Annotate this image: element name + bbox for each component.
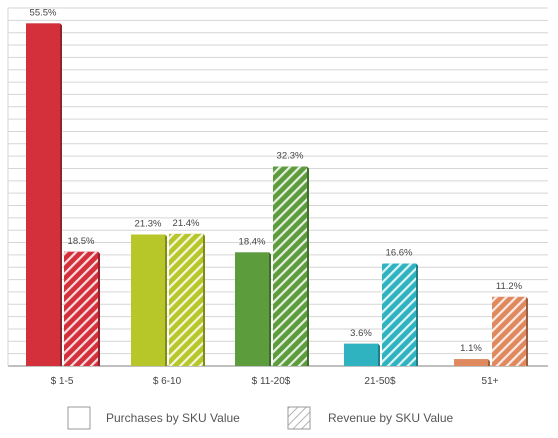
data-labels: 55.5% 18.5% 21.3% 21.4% 18.4% 32.3% 3.6% 16.6% 1… <box>30 7 523 354</box>
bar-revenue-3[interactable] <box>382 263 418 366</box>
legend-item-revenue[interactable]: Revenue by SKU Value <box>287 406 454 430</box>
bar-purchases-4[interactable] <box>454 359 490 366</box>
data-label-purchases-4: 1.1% <box>460 343 482 354</box>
data-label-purchases-2: 18.4% <box>239 236 266 247</box>
data-label-purchases-1: 21.3% <box>135 219 162 230</box>
x-tick-label: $ 1-5 <box>51 376 74 387</box>
bar-purchases-0[interactable] <box>26 23 62 367</box>
data-label-revenue-2: 32.3% <box>277 151 304 162</box>
legend-label-revenue: Revenue by SKU Value <box>328 411 454 425</box>
bar-purchases-2[interactable] <box>235 252 271 366</box>
data-label-purchases-0: 55.5% <box>30 7 57 18</box>
bar-purchases-3[interactable] <box>344 343 380 366</box>
data-label-revenue-4: 11.2% <box>496 281 523 292</box>
bar-revenue-0[interactable] <box>64 251 100 366</box>
x-tick-label: 21-50$ <box>364 376 396 387</box>
x-tick-label: 51+ <box>482 376 499 387</box>
legend: Purchases by SKU Value Revenue by SKU Va… <box>67 406 454 430</box>
bar-revenue-4[interactable] <box>492 296 528 366</box>
data-label-revenue-3: 16.6% <box>386 248 413 259</box>
data-label-revenue-0: 18.5% <box>68 236 95 247</box>
legend-swatch-solid <box>67 406 91 430</box>
legend-swatch-hatched <box>287 406 311 430</box>
data-label-revenue-1: 21.4% <box>173 218 200 229</box>
x-tick-label: $ 11-20$ <box>252 376 291 387</box>
legend-label-purchases: Purchases by SKU Value <box>106 411 240 425</box>
bars <box>26 23 528 367</box>
legend-item-purchases[interactable]: Purchases by SKU Value <box>67 406 240 430</box>
bar-purchases-1[interactable] <box>131 234 167 366</box>
data-label-purchases-3: 3.6% <box>350 328 372 339</box>
bar-revenue-2[interactable] <box>273 166 309 366</box>
x-axis: $ 1-5 $ 6-10 $ 11-20$ 21-50$ 51+ <box>51 376 499 387</box>
bar-revenue-1[interactable] <box>169 233 205 366</box>
x-tick-label: $ 6-10 <box>153 376 182 387</box>
